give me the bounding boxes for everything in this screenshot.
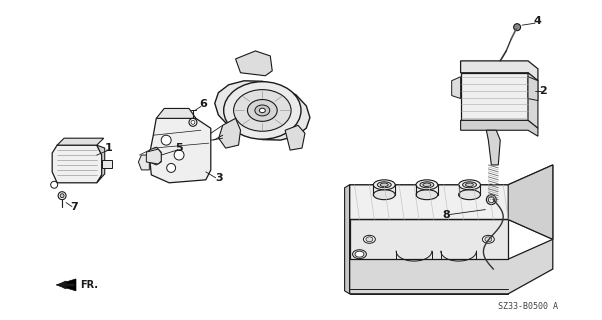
Text: 4: 4	[534, 16, 542, 26]
Polygon shape	[235, 51, 272, 76]
Circle shape	[167, 164, 176, 172]
Polygon shape	[528, 77, 538, 100]
Text: 5: 5	[175, 143, 183, 153]
Polygon shape	[149, 147, 161, 165]
Ellipse shape	[416, 190, 438, 200]
Circle shape	[514, 24, 521, 31]
Text: 7: 7	[70, 202, 78, 212]
Text: 6: 6	[199, 100, 207, 109]
Ellipse shape	[485, 237, 492, 242]
Polygon shape	[57, 138, 104, 145]
Circle shape	[174, 150, 184, 160]
Polygon shape	[486, 130, 500, 165]
Polygon shape	[149, 118, 211, 183]
Ellipse shape	[380, 183, 388, 187]
Text: 8: 8	[443, 210, 451, 220]
Circle shape	[58, 192, 66, 200]
Ellipse shape	[224, 82, 301, 139]
Polygon shape	[528, 73, 538, 128]
Polygon shape	[461, 120, 538, 136]
Ellipse shape	[377, 182, 391, 188]
Ellipse shape	[459, 190, 480, 200]
Ellipse shape	[373, 180, 395, 190]
Circle shape	[488, 197, 494, 203]
Text: FR.: FR.	[80, 280, 98, 290]
Polygon shape	[350, 239, 553, 294]
Text: 1: 1	[105, 143, 113, 153]
Polygon shape	[97, 145, 105, 183]
Ellipse shape	[355, 251, 364, 257]
Ellipse shape	[416, 180, 438, 190]
Polygon shape	[508, 165, 553, 239]
Polygon shape	[461, 73, 528, 120]
Ellipse shape	[255, 105, 270, 116]
Ellipse shape	[462, 182, 476, 188]
Polygon shape	[138, 155, 149, 170]
Polygon shape	[215, 81, 310, 140]
Ellipse shape	[364, 235, 376, 243]
Text: SZ33-B0500 A: SZ33-B0500 A	[498, 302, 558, 311]
Circle shape	[189, 118, 197, 126]
Polygon shape	[461, 61, 538, 81]
Text: 2: 2	[539, 86, 547, 96]
Polygon shape	[146, 149, 161, 164]
Polygon shape	[56, 279, 76, 291]
Ellipse shape	[420, 182, 434, 188]
Ellipse shape	[423, 183, 431, 187]
Polygon shape	[157, 108, 196, 118]
Text: 3: 3	[215, 173, 223, 183]
Polygon shape	[285, 125, 305, 150]
Ellipse shape	[373, 190, 395, 200]
Circle shape	[51, 181, 58, 188]
Circle shape	[161, 135, 171, 145]
Circle shape	[60, 194, 64, 198]
Circle shape	[486, 195, 496, 204]
Polygon shape	[52, 145, 102, 183]
Ellipse shape	[482, 235, 494, 243]
Ellipse shape	[366, 237, 373, 242]
Ellipse shape	[247, 100, 277, 121]
Polygon shape	[102, 160, 111, 168]
Ellipse shape	[459, 180, 480, 190]
Ellipse shape	[353, 250, 367, 259]
Ellipse shape	[259, 108, 265, 113]
Polygon shape	[350, 220, 508, 259]
Ellipse shape	[465, 183, 474, 187]
Polygon shape	[452, 77, 461, 99]
Polygon shape	[219, 118, 241, 148]
Polygon shape	[350, 165, 553, 239]
Ellipse shape	[234, 90, 291, 131]
Polygon shape	[344, 185, 350, 294]
